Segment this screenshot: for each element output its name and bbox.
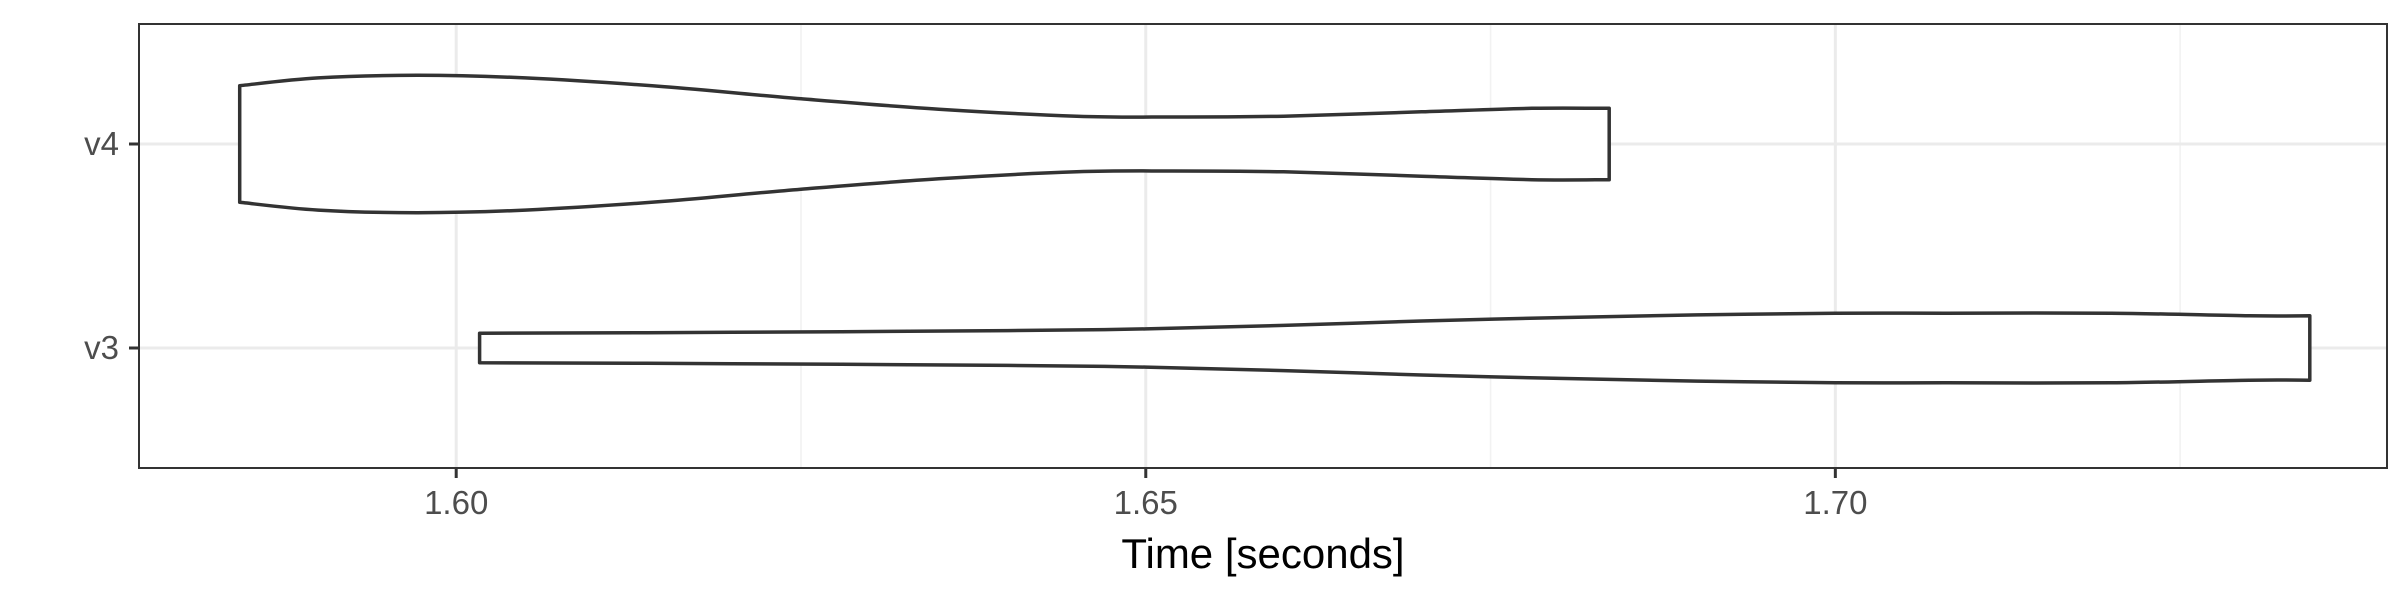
violin-v3 <box>477 311 2312 385</box>
y-tick-label-v3: v3 <box>84 329 119 366</box>
panel-border <box>138 23 2388 469</box>
x-axis-title: Time [seconds] <box>1121 530 1404 577</box>
y-tick-label-v4: v4 <box>84 125 119 162</box>
violin-layer <box>237 73 2312 385</box>
violin-v4 <box>237 73 1611 215</box>
x-tick-label: 1.70 <box>1803 484 1867 521</box>
axis-layer: v3 v4 1.60 1.65 1.70 <box>84 125 1867 521</box>
x-tick-label: 1.60 <box>424 484 488 521</box>
x-tick-label: 1.65 <box>1114 484 1178 521</box>
